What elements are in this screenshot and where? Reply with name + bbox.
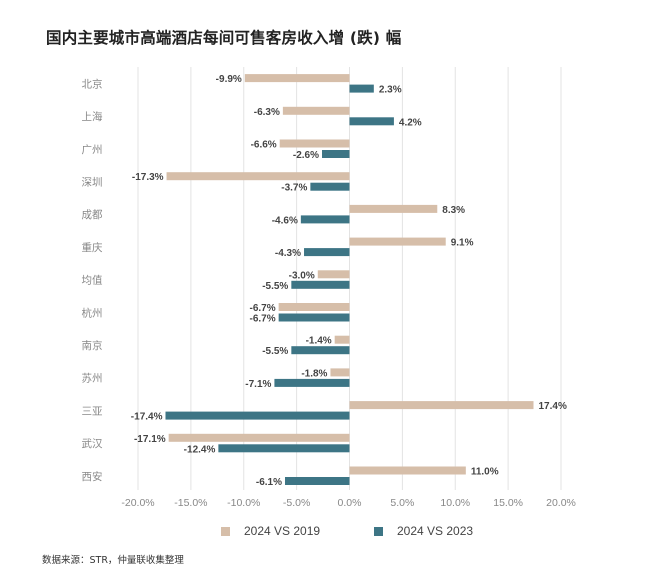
x-tick-label: -10.0%: [227, 497, 260, 509]
x-tick-label: -20.0%: [121, 497, 154, 509]
data-label: -4.3%: [275, 248, 301, 259]
data-label: 9.1%: [451, 238, 474, 249]
data-label: -17.1%: [134, 434, 166, 445]
bar-2023: [300, 215, 350, 224]
y-category-label: 均值: [82, 274, 103, 287]
bar-2019: [166, 172, 350, 181]
data-label: 8.3%: [442, 205, 465, 216]
bar-2019: [317, 270, 350, 279]
data-label: -6.7%: [250, 303, 276, 314]
x-tick-label: 5.0%: [390, 497, 414, 509]
data-label: -7.1%: [245, 379, 271, 390]
bar-2023: [274, 378, 350, 387]
bar-2019: [244, 74, 350, 83]
x-tick-label: 0.0%: [338, 497, 362, 509]
legend-swatch-2019: [221, 526, 230, 536]
y-category-label: 南京: [82, 339, 103, 352]
y-category-label: 武汉: [82, 437, 103, 450]
data-label: -9.9%: [216, 74, 242, 85]
y-category-label: 杭州: [82, 306, 103, 319]
y-category-label: 北京: [82, 77, 103, 90]
bar-2023: [291, 346, 350, 355]
bar-2023: [218, 444, 350, 453]
bar-2019: [334, 335, 350, 344]
bar-2019: [330, 368, 350, 377]
data-label: -12.4%: [184, 444, 216, 455]
legend-item-2023: 2024 VS 2023: [374, 524, 473, 538]
y-category-label: 深圳: [82, 176, 103, 188]
bar-2023: [349, 84, 374, 93]
data-label: 4.2%: [399, 117, 422, 128]
legend-label-2019: 2024 VS 2019: [244, 524, 321, 538]
data-label: -6.3%: [254, 107, 280, 118]
y-category-label: 上海: [82, 110, 103, 123]
bar-2023: [304, 248, 350, 257]
bar-2023: [310, 182, 350, 191]
bar-2019: [349, 401, 534, 410]
bar-2023: [291, 280, 350, 289]
bar-chart: -20.0% -15.0% -10.0% -5.0% 0.0% 5.0% 10.0% 15.0…: [82, 67, 576, 509]
data-label: -5.5%: [262, 346, 288, 357]
bar-2019: [349, 204, 438, 213]
data-label: 17.4%: [539, 401, 567, 412]
legend-label-2023: 2024 VS 2023: [397, 524, 474, 538]
bar-2023: [278, 313, 350, 322]
x-tick-label: 10.0%: [440, 497, 470, 509]
bar-2019: [168, 433, 350, 442]
bar-2023: [165, 411, 350, 420]
y-category-label: 三亚: [82, 405, 103, 417]
bar-2019: [282, 106, 350, 115]
y-category-label: 重庆: [82, 241, 103, 254]
data-label: -17.4%: [131, 412, 163, 423]
data-label: -1.4%: [306, 336, 332, 347]
x-tick-label: -5.0%: [283, 497, 310, 509]
y-category-label: 成都: [82, 209, 103, 221]
bar-2019: [349, 466, 466, 475]
bar-2023: [349, 117, 394, 126]
chart-title: 国内主要城市高端酒店每间可售客房收入增 (跌) 幅: [46, 29, 402, 47]
bar-2023: [322, 150, 350, 158]
chart-legend: 2024 VS 2019 2024 VS 2023: [0, 524, 660, 546]
legend-item-2019: 2024 VS 2019: [221, 524, 320, 538]
bar-2023: [284, 477, 350, 485]
x-tick-label: 15.0%: [493, 497, 523, 509]
data-label: -3.0%: [289, 270, 315, 281]
data-label: -6.6%: [251, 140, 277, 151]
y-category-label: 西安: [82, 470, 103, 483]
data-label: 11.0%: [471, 467, 499, 478]
bar-2019: [349, 237, 446, 246]
data-label: -17.3%: [132, 172, 164, 183]
x-tick-label: -15.0%: [174, 497, 207, 509]
data-label: 2.3%: [379, 85, 402, 96]
data-source-note: 数据来源：STR，仲量联收集整理: [42, 555, 184, 566]
bar-2019: [278, 303, 350, 311]
x-tick-label: 20.0%: [546, 497, 576, 509]
data-label: -1.8%: [301, 368, 327, 379]
legend-swatch-2023: [374, 526, 383, 536]
data-label: -6.7%: [250, 314, 276, 325]
data-label: -4.6%: [272, 215, 298, 226]
data-label: -6.1%: [256, 477, 282, 488]
bar-2019: [279, 139, 350, 148]
data-label: -2.6%: [293, 150, 319, 161]
data-label: -3.7%: [281, 183, 307, 194]
data-label: -5.5%: [262, 281, 288, 292]
y-category-label: 苏州: [82, 372, 103, 385]
y-category-label: 广州: [82, 144, 103, 156]
